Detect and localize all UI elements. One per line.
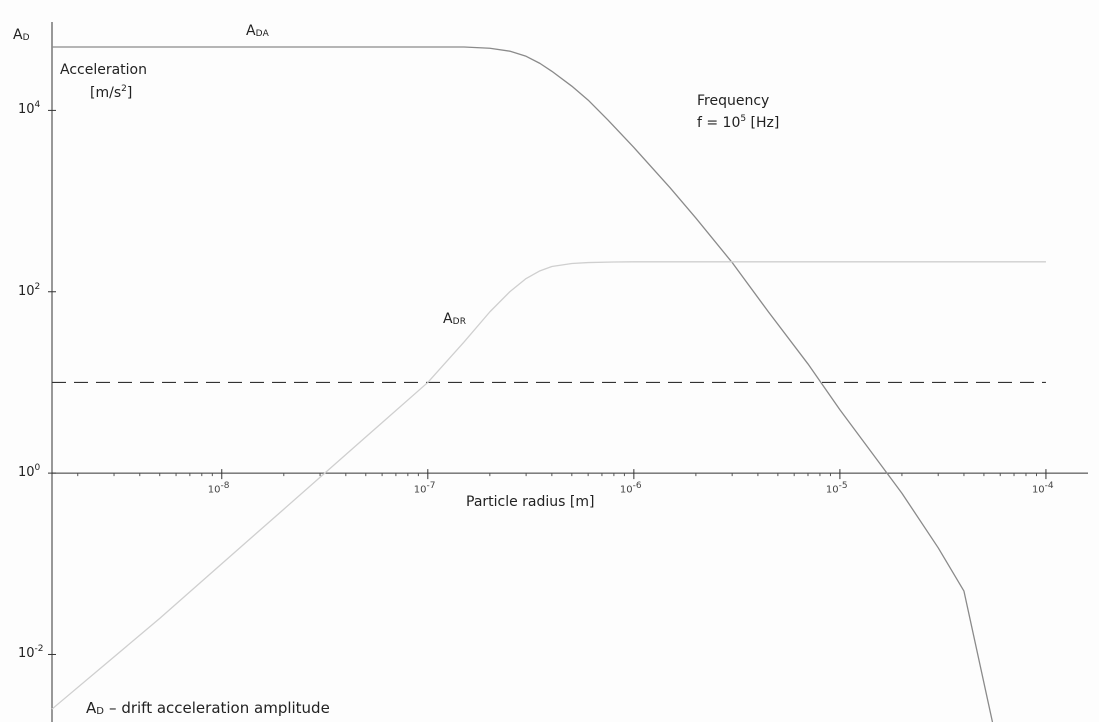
x-tick-exp: -5 <box>838 481 848 492</box>
y-tick-exp: 2 <box>34 281 41 292</box>
x-tick-label: 10-5 <box>826 481 848 495</box>
footnote-main: A <box>86 699 97 717</box>
y-tick-base: 10 <box>18 465 35 481</box>
y-tick-exp: 0 <box>34 463 41 474</box>
x-tick-base: 10 <box>413 484 427 496</box>
acceleration-units-sup: 2 <box>121 84 127 94</box>
series-label-adr: ADR <box>443 311 466 327</box>
series-label-ada-sub: DA <box>255 29 270 39</box>
footnote: AD – drift acceleration amplitude <box>86 699 330 717</box>
y-tick-base: 10 <box>18 102 35 118</box>
y-axis-title-main: A <box>13 27 23 43</box>
y-axis-title: AD <box>13 27 30 43</box>
x-tick-label: 10-7 <box>414 481 436 495</box>
y-axis-title-sub: D <box>22 33 30 43</box>
y-tick-base: 10 <box>18 283 35 299</box>
x-minor-ticks <box>77 473 1038 477</box>
frequency-annotation-a: f = 10 <box>697 115 741 131</box>
x-tick-exp: -6 <box>632 481 642 492</box>
x-tick-exp: -4 <box>1044 481 1054 492</box>
series-line-ada <box>52 46 994 722</box>
acceleration-units: [m/s <box>90 85 122 101</box>
acceleration-units-end: ] <box>126 85 133 101</box>
x-tick-base: 10 <box>619 484 633 496</box>
acceleration-label-line1: Acceleration <box>60 62 147 78</box>
y-tick-exp: -2 <box>34 644 44 655</box>
x-tick-exp: -7 <box>426 481 436 492</box>
y-tick-base: 10 <box>18 646 35 662</box>
x-major-ticks <box>221 469 1047 480</box>
x-tick-label: 10-8 <box>208 481 230 495</box>
x-axis-title: Particle radius [m] <box>466 494 595 510</box>
x-tick-label: 10-6 <box>620 481 642 495</box>
footnote-rest: – drift acceleration amplitude <box>104 699 330 717</box>
series-label-adr-sub: DR <box>452 317 467 327</box>
axes-group <box>48 22 1088 722</box>
y-tick-label: 100 <box>18 463 40 480</box>
frequency-annotation-b: [Hz] <box>746 115 780 131</box>
acceleration-label-line2: [m/s2] <box>90 84 132 101</box>
y-tick-exp: 4 <box>34 100 41 111</box>
x-tick-base: 10 <box>825 484 839 496</box>
series-label-ada: ADA <box>246 23 269 39</box>
y-major-ticks <box>48 109 56 655</box>
x-tick-base: 10 <box>207 484 221 496</box>
frequency-annotation-line1: Frequency <box>697 93 770 109</box>
x-tick-exp: -8 <box>220 481 230 492</box>
series-label-ada-main: A <box>246 23 256 39</box>
y-tick-label: 102 <box>18 282 40 299</box>
series-layer <box>51 46 1046 722</box>
frequency-annotation-line2: f = 105 [Hz] <box>697 114 779 131</box>
footnote-sub: D <box>96 706 105 717</box>
x-tick-label: 10-4 <box>1032 481 1054 495</box>
series-line-adr <box>51 261 1046 710</box>
y-tick-label: 104 <box>18 100 40 117</box>
frequency-annotation-sup: 5 <box>740 114 747 124</box>
series-label-adr-main: A <box>443 311 453 327</box>
y-tick-label: 10-2 <box>18 644 44 661</box>
x-tick-base: 10 <box>1031 484 1045 496</box>
